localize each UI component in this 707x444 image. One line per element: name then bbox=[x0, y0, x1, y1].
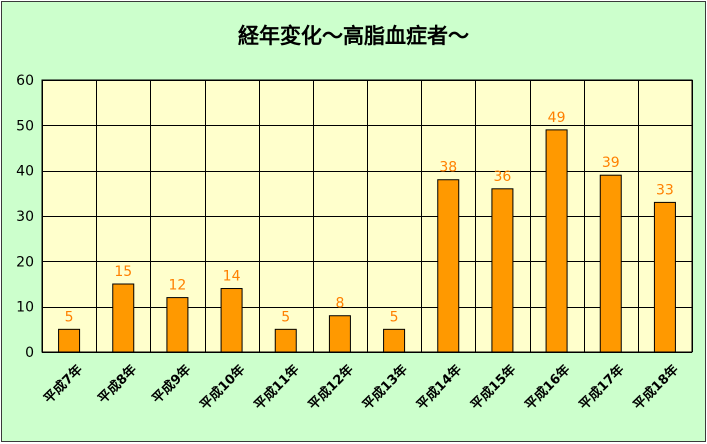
data-label: 49 bbox=[548, 110, 566, 126]
bar bbox=[274, 328, 297, 353]
data-label: 33 bbox=[656, 182, 674, 198]
y-tick-label: 60 bbox=[16, 73, 34, 89]
bar bbox=[545, 129, 568, 353]
bar bbox=[58, 328, 81, 353]
x-tick-label: 平成14年 bbox=[413, 362, 465, 414]
data-label: 38 bbox=[439, 160, 457, 176]
y-tick-label: 50 bbox=[16, 118, 34, 134]
chart-title: 経年変化～高脂血症者～ bbox=[238, 24, 469, 48]
y-tick-label: 20 bbox=[16, 254, 34, 270]
bar bbox=[220, 288, 243, 353]
bar bbox=[112, 283, 135, 353]
bar bbox=[437, 179, 460, 353]
y-tick-label: 30 bbox=[16, 209, 34, 225]
data-label: 14 bbox=[223, 269, 241, 285]
x-tick-label: 平成8年 bbox=[95, 362, 140, 407]
bar bbox=[383, 328, 406, 353]
bars bbox=[58, 129, 676, 353]
x-tick-label: 平成12年 bbox=[305, 362, 357, 414]
x-tick-label: 平成11年 bbox=[251, 362, 303, 414]
bar bbox=[653, 201, 676, 353]
data-label: 39 bbox=[602, 155, 620, 171]
data-labels: 5 15 12 14 5 8 5 38 36 49 39 33 bbox=[65, 110, 674, 325]
data-label: 5 bbox=[65, 309, 74, 325]
x-tick-label: 平成7年 bbox=[41, 362, 86, 407]
bar bbox=[328, 315, 351, 353]
data-label: 12 bbox=[169, 278, 187, 294]
y-tick-label: 10 bbox=[16, 300, 34, 316]
x-tick-label: 平成17年 bbox=[576, 362, 628, 414]
bar bbox=[166, 297, 189, 353]
x-tick-label: 平成13年 bbox=[359, 362, 411, 414]
data-label: 5 bbox=[390, 309, 399, 325]
y-tick-label: 0 bbox=[25, 345, 34, 361]
bar bbox=[599, 174, 622, 353]
data-label: 5 bbox=[281, 309, 290, 325]
grid-lines bbox=[42, 80, 693, 353]
x-tick-label: 平成16年 bbox=[522, 362, 574, 414]
y-tick-label: 40 bbox=[16, 164, 34, 180]
bar bbox=[491, 188, 514, 353]
data-label: 8 bbox=[335, 296, 344, 312]
x-tick-label: 平成15年 bbox=[468, 362, 520, 414]
y-axis-ticks: 0 10 20 30 40 50 60 bbox=[16, 73, 34, 361]
data-label: 36 bbox=[494, 169, 512, 185]
x-axis-ticks: 平成7年 平成8年 平成9年 平成10年 平成11年 平成12年 平成13年 平成14年 平成1… bbox=[41, 362, 682, 414]
x-tick-label: 平成9年 bbox=[149, 362, 194, 407]
x-tick-label: 平成18年 bbox=[630, 362, 682, 414]
x-tick-label: 平成10年 bbox=[197, 362, 249, 414]
data-label: 15 bbox=[114, 264, 132, 280]
